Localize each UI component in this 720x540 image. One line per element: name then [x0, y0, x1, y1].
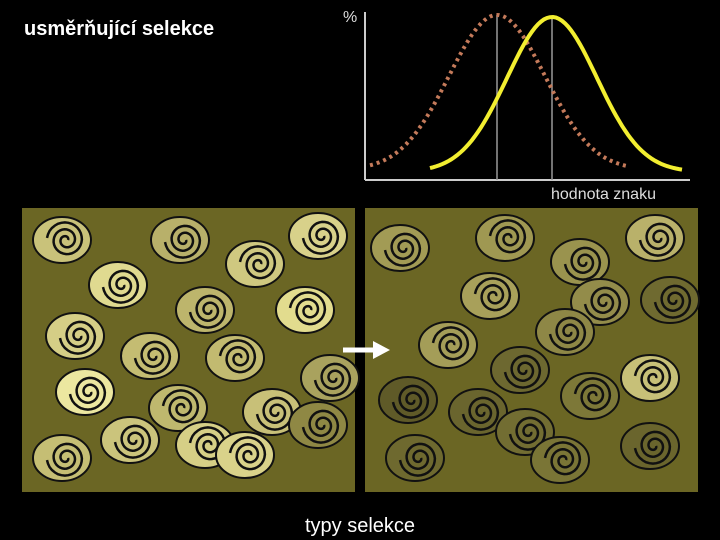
snail-spiral: [633, 430, 672, 465]
snail-spiral: [188, 294, 227, 329]
snail-spiral: [163, 224, 202, 259]
caption: typy selekce: [305, 515, 415, 537]
snail-spiral: [508, 416, 547, 451]
snail-spiral: [461, 396, 500, 431]
snail-spiral: [633, 359, 672, 394]
snail-spiral: [548, 316, 587, 351]
snail-spiral: [161, 389, 200, 424]
snail-spiral: [503, 354, 542, 389]
snail-spiral: [113, 424, 152, 459]
snail-spiral: [573, 377, 612, 412]
snail-spiral: [288, 291, 327, 326]
snail-spiral: [45, 442, 84, 477]
x-axis-label: hodnota znaku: [551, 186, 656, 203]
snail-spiral: [133, 340, 172, 375]
snail-spiral: [313, 362, 352, 397]
snail-spiral: [58, 320, 97, 355]
snail-spiral: [301, 409, 340, 444]
snail-spiral: [101, 269, 140, 304]
snail-spiral: [653, 284, 692, 319]
snail-spiral: [68, 376, 107, 411]
snail-spiral: [583, 286, 622, 321]
snail-spiral: [638, 222, 677, 257]
snail-spiral: [218, 339, 257, 374]
snail-spiral: [45, 221, 84, 256]
snail-spiral: [431, 326, 470, 361]
snail-spiral: [238, 245, 277, 280]
snail-spiral: [228, 436, 267, 471]
snail-spiral: [473, 277, 512, 312]
snail-spiral: [488, 219, 527, 254]
snail-spiral: [383, 232, 422, 267]
snails: [32, 212, 700, 484]
snail-spiral: [563, 246, 602, 281]
shifted-distribution: [429, 14, 683, 172]
arrow-head: [373, 341, 390, 359]
slide-title: usměrňující selekce: [24, 18, 214, 40]
snail-spiral: [543, 441, 582, 476]
snail-spiral: [391, 384, 430, 419]
original-distribution: [369, 12, 629, 169]
y-axis-label: %: [343, 9, 357, 26]
snail-spiral: [398, 442, 437, 477]
snail-spiral: [301, 220, 340, 255]
